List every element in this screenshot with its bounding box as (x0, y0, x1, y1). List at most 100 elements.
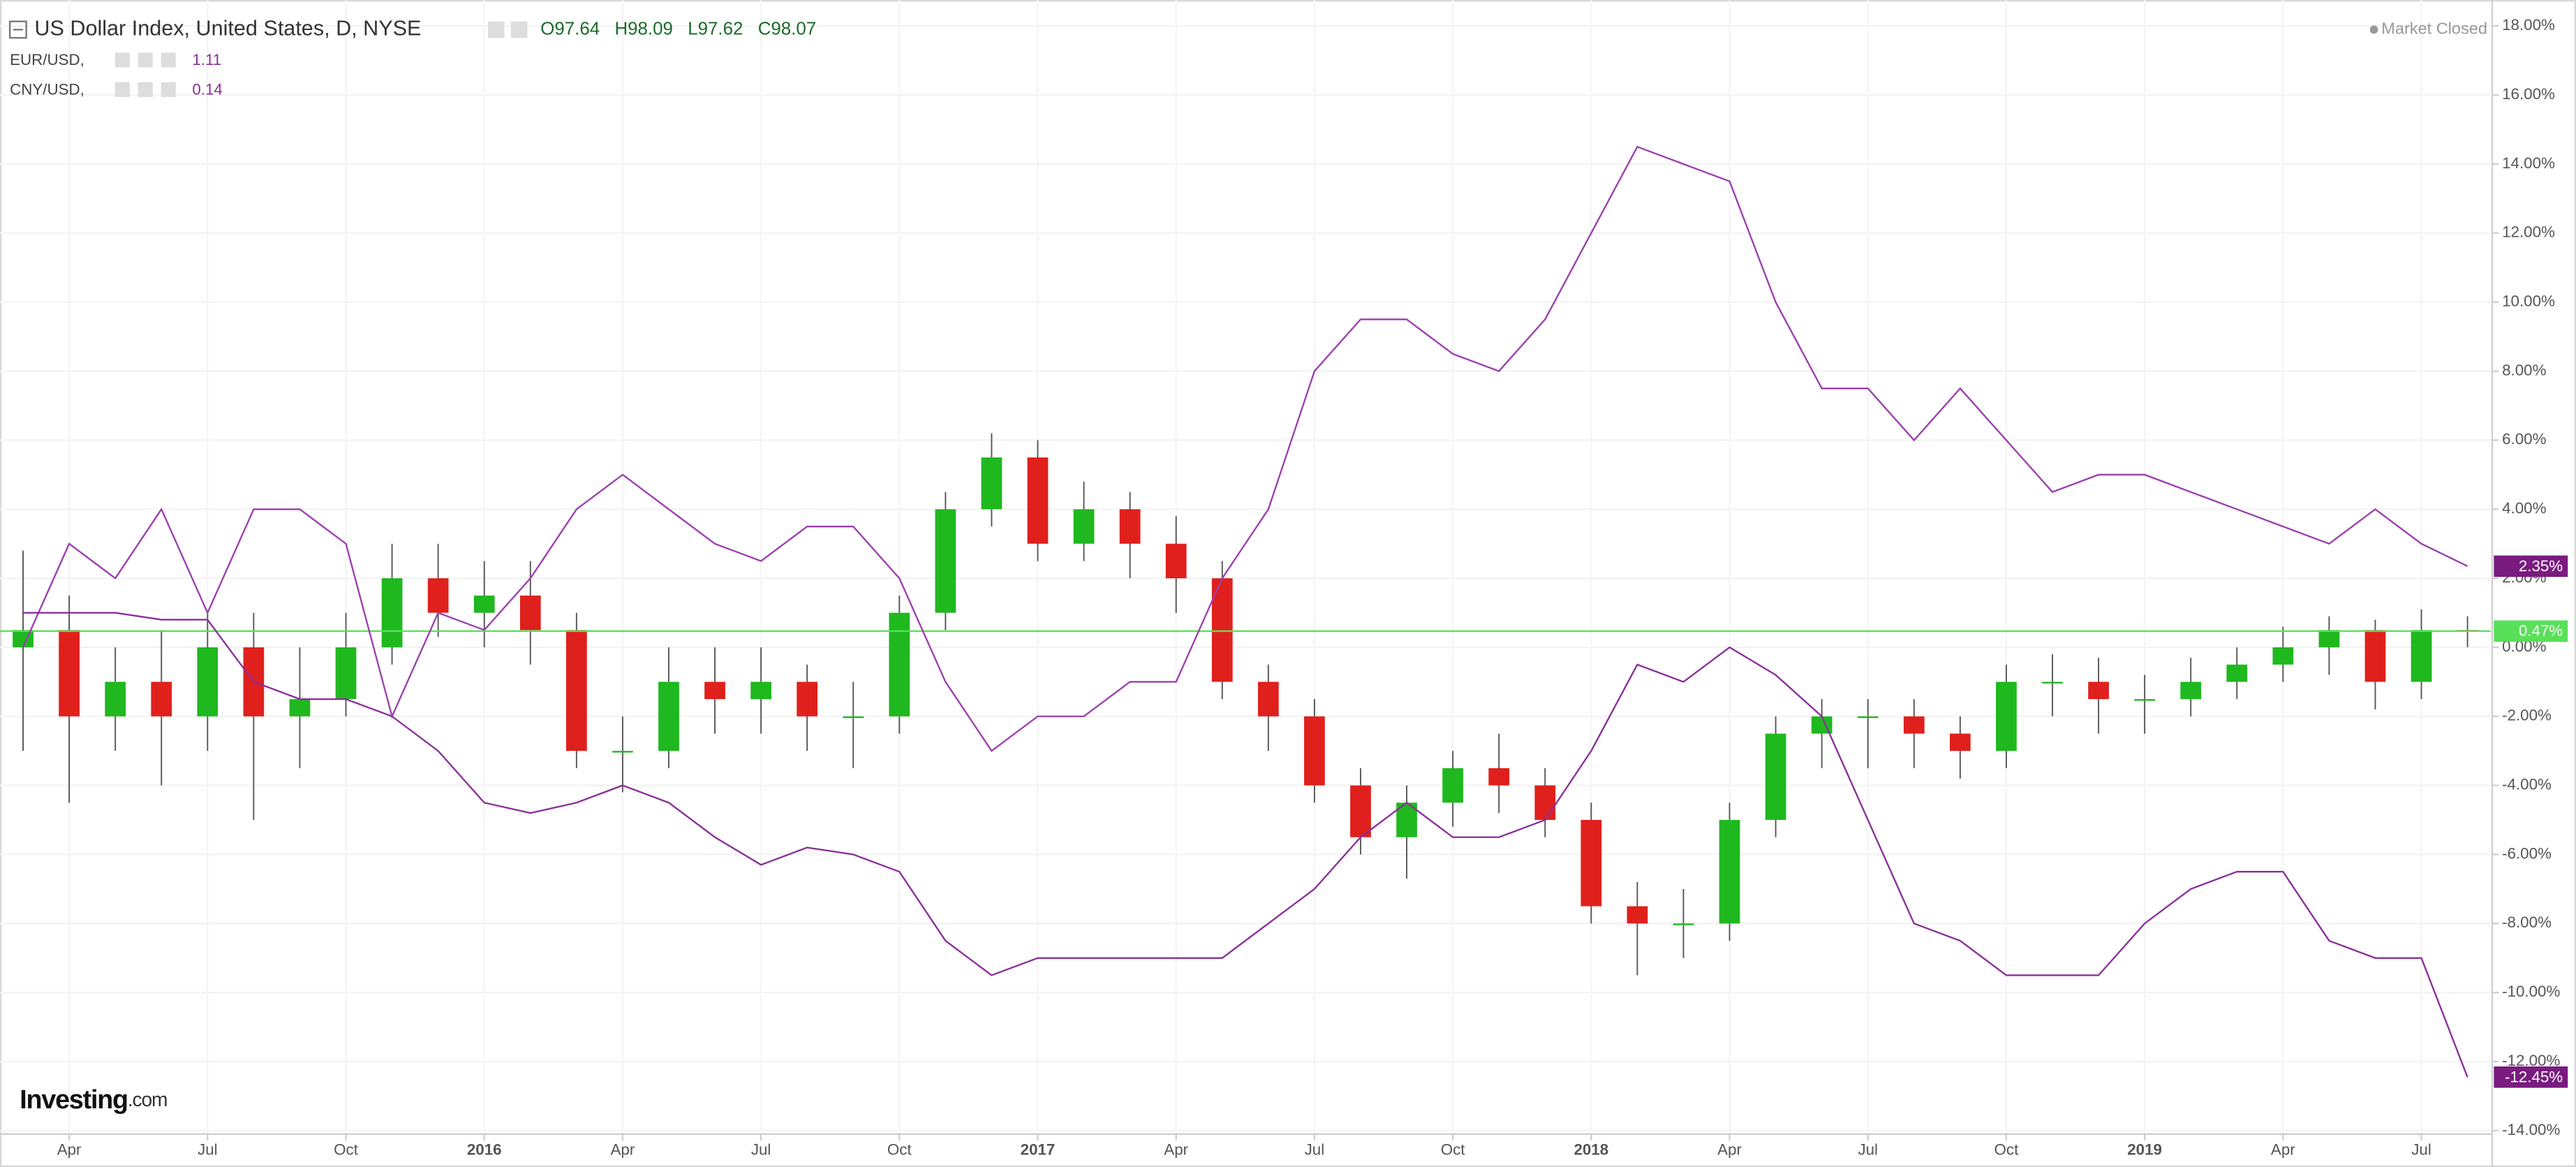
line (22, 145, 2468, 752)
candle-body (1765, 733, 1786, 821)
ohlc: O97.64 H98.09 L97.62 C98.07 (540, 19, 816, 38)
y-tick-label: 6.00% (2502, 430, 2546, 448)
collapse-icon[interactable] (8, 20, 27, 39)
icon[interactable] (138, 52, 153, 68)
candle-body (2272, 647, 2294, 665)
y-tick-label: 16.00% (2502, 85, 2555, 103)
y-tick-label: -4.00% (2502, 776, 2552, 793)
candle-body (1903, 716, 1925, 734)
x-tick-label: Oct (887, 1140, 912, 1158)
icon[interactable] (138, 82, 153, 97)
x-tick-label: Apr (1164, 1140, 1188, 1158)
candle-body (1304, 716, 1325, 786)
candle-body (59, 630, 80, 717)
candle-body (2134, 699, 2155, 701)
candle-body (1534, 785, 1556, 821)
ohlc-value: 97.62 (698, 19, 743, 38)
legend-value: 0.14 (192, 80, 223, 98)
x-tick-label: Oct (1441, 1140, 1466, 1158)
candle-body (565, 630, 587, 751)
icon[interactable] (114, 52, 130, 68)
candle-body (105, 682, 126, 717)
hide-icon[interactable] (510, 21, 528, 38)
y-tick-label: -8.00% (2502, 913, 2552, 931)
candle-body (658, 682, 679, 751)
candle-body (381, 578, 403, 647)
line (23, 612, 2468, 1078)
x-tick-label: 2016 (467, 1140, 502, 1158)
candle-body (612, 751, 633, 753)
price-tag (2494, 555, 2568, 578)
main-title: US Dollar Index, United States, D, NYSE (34, 17, 421, 41)
x-tick-label: 2019 (2127, 1140, 2162, 1158)
icon[interactable] (161, 52, 176, 68)
ohlc-key: L (688, 19, 697, 38)
market-status: Market Closed (2381, 20, 2487, 38)
candle-body (889, 612, 910, 717)
y-tick-label: 10.00% (2502, 292, 2555, 309)
legend-entry: EUR/USD, (10, 51, 84, 68)
x-tick-label: 2017 (1021, 1140, 1056, 1158)
status-dot (2369, 25, 2378, 34)
candle-body (2180, 682, 2202, 700)
candle-body (843, 716, 864, 719)
brand-suffix: .com (128, 1088, 167, 1110)
candle-body (1350, 785, 1371, 837)
candle-body (935, 509, 956, 613)
x-tick-label: Jul (1858, 1140, 1878, 1158)
candle-body (2411, 630, 2432, 682)
grid (0, 24, 2491, 1132)
candle-body (1073, 509, 1095, 544)
candle-body (1719, 820, 1740, 924)
ohlc-value: 97.64 (554, 19, 600, 38)
candle-body (1488, 768, 1510, 786)
y-tick-label: 18.00% (2502, 16, 2555, 34)
y-tick-label: 14.00% (2502, 154, 2555, 172)
ohlc-value: 98.07 (771, 19, 816, 38)
x-tick-label: Oct (1994, 1140, 2020, 1158)
candle-body (1949, 733, 1971, 751)
settings-icon[interactable] (487, 21, 505, 38)
brand-name: Investing (20, 1085, 128, 1114)
candle-body (2088, 682, 2109, 700)
header-icons (114, 21, 528, 97)
ohlc-value: 98.09 (628, 19, 673, 38)
legend-entry: CNY/USD, (10, 80, 84, 98)
candle-body (797, 682, 818, 717)
x-tick-label: Apr (2271, 1140, 2295, 1158)
y-tick-label: -6.00% (2502, 844, 2552, 862)
icon[interactable] (161, 82, 176, 97)
candle-body (1627, 906, 1648, 924)
x-tick-label: Jul (751, 1140, 771, 1158)
y-tick-label: -2.00% (2502, 707, 2552, 724)
x-tick-label: 2018 (1574, 1140, 1608, 1158)
y-tick-label: 8.00% (2502, 361, 2546, 379)
candle-body (197, 647, 219, 717)
price-tag (2494, 620, 2568, 642)
price-tag-label: 0.47% (2519, 622, 2563, 640)
x-tick-label: Oct (334, 1140, 359, 1158)
candle-body (704, 682, 725, 700)
y-tick-label: 12.00% (2502, 223, 2555, 241)
x-tick-label: Jul (2411, 1140, 2431, 1158)
candle-body (981, 457, 1002, 510)
candle-body (473, 595, 495, 613)
price-tag-label: -12.45% (2505, 1068, 2563, 1085)
candle-body (427, 578, 449, 613)
x-tick-label: Apr (57, 1140, 82, 1158)
ohlc-key: C (758, 19, 771, 38)
ohlc-key: O (540, 19, 554, 38)
icon[interactable] (114, 82, 130, 97)
candle-body (1857, 716, 1879, 719)
candle-body (1673, 923, 1694, 925)
x-tick-label: Jul (198, 1140, 218, 1158)
y-tick-label: -12.00% (2502, 1052, 2560, 1069)
candle-body (151, 682, 172, 717)
y-tick-label: 4.00% (2502, 499, 2546, 517)
candle-body (1257, 682, 1279, 717)
candle-body (1996, 682, 2017, 751)
candle-body (1581, 820, 1602, 907)
ohlc-key: H (614, 19, 628, 38)
candle-body (1442, 768, 1463, 803)
